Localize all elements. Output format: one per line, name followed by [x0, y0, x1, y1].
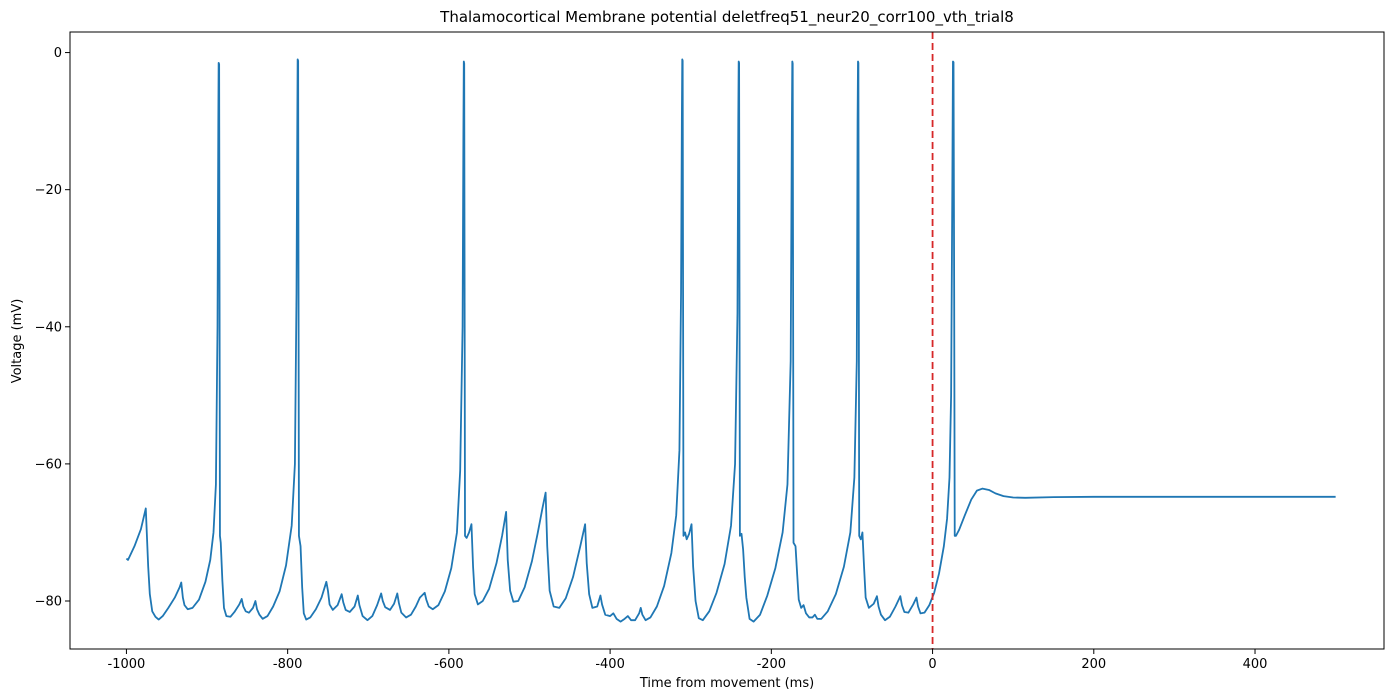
x-tick-label: -1000	[108, 657, 146, 672]
x-axis-label: Time from movement (ms)	[639, 676, 814, 691]
chart-title: Thalamocortical Membrane potential delet…	[439, 8, 1014, 27]
x-axis: -1000 -800 -600 -400 -200 0 200 400	[108, 649, 1268, 672]
plot-frame	[69, 31, 1385, 650]
x-tick-label: -600	[434, 657, 464, 672]
y-axis-label: Voltage (mV)	[10, 299, 25, 384]
y-tick-label: −80	[35, 595, 62, 610]
x-tick-label: -800	[273, 657, 303, 672]
voltage-trace-line	[125, 58, 1336, 623]
x-tick-label: -200	[757, 657, 787, 672]
y-axis: −80 −60 −40 −20 0	[35, 46, 70, 610]
x-tick-label: 400	[1243, 657, 1268, 672]
x-tick-label: 200	[1081, 657, 1106, 672]
y-tick-label: −40	[35, 320, 62, 335]
x-tick-label: 0	[928, 657, 936, 672]
y-tick-label: 0	[54, 46, 62, 61]
x-tick-label: -400	[595, 657, 625, 672]
y-tick-label: −20	[35, 183, 62, 198]
y-tick-label: −60	[35, 457, 62, 472]
plot-area	[125, 32, 1336, 649]
